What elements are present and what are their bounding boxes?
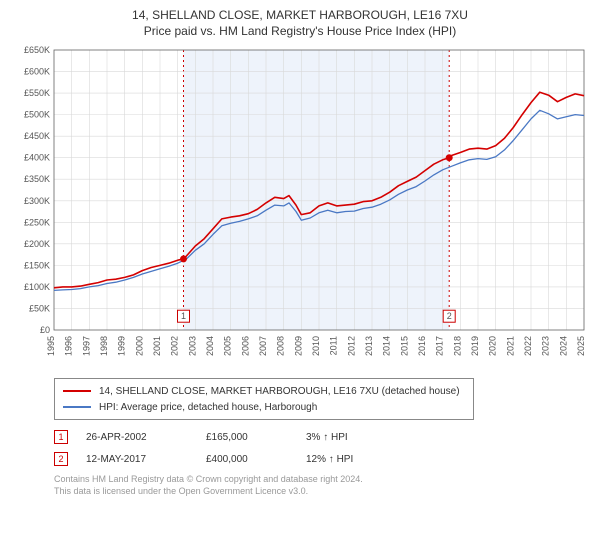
x-tick-label: 2023 [541, 336, 551, 356]
y-tick-label: £300K [24, 196, 50, 206]
x-tick-label: 2006 [240, 336, 250, 356]
footer-line-2: This data is licensed under the Open Gov… [54, 486, 588, 498]
footer-attribution: Contains HM Land Registry data © Crown c… [54, 474, 588, 497]
plot-area: £0 £50K £100K £150K £200K £250K £300K £350K £400… [12, 44, 588, 374]
x-tick-label: 2009 [293, 336, 303, 356]
y-tick-label: £600K [24, 67, 50, 77]
x-tick-label: 1995 [46, 336, 56, 356]
legend-swatch-hpi [63, 406, 91, 408]
x-tick-label: 1999 [117, 336, 127, 356]
y-tick-label: £0 [40, 325, 50, 335]
x-tick-label: 2013 [364, 336, 374, 356]
x-tick-label: 2016 [417, 336, 427, 356]
x-tick-label: 2004 [205, 336, 215, 356]
legend-row-hpi: HPI: Average price, detached house, Harb… [63, 399, 465, 415]
marker-hpi-1: 3% ↑ HPI [306, 432, 348, 443]
x-tick-label: 2015 [399, 336, 409, 356]
marker-price-1: £165,000 [206, 432, 306, 443]
marker-badge-2: 2 [54, 452, 68, 466]
transaction-badge-label-1: 1 [181, 311, 186, 321]
legend-swatch-property [63, 390, 91, 392]
footer-line-1: Contains HM Land Registry data © Crown c… [54, 474, 588, 486]
transaction-point-1 [180, 255, 187, 262]
chart-title-block: 14, SHELLAND CLOSE, MARKET HARBOROUGH, L… [12, 8, 588, 38]
x-tick-label: 2017 [435, 336, 445, 356]
x-tick-label: 2012 [346, 336, 356, 356]
x-tick-label: 1996 [64, 336, 74, 356]
y-tick-label: £650K [24, 45, 50, 55]
x-tick-label: 2011 [329, 336, 339, 355]
x-tick-label: 2014 [382, 336, 392, 356]
marker-price-2: £400,000 [206, 454, 306, 465]
legend-row-property: 14, SHELLAND CLOSE, MARKET HARBOROUGH, L… [63, 383, 465, 399]
x-tick-label: 2008 [276, 336, 286, 356]
x-tick-label: 2025 [576, 336, 586, 356]
x-tick-label: 2010 [311, 336, 321, 356]
x-tick-label: 2019 [470, 336, 480, 356]
marker-date-2: 12-MAY-2017 [86, 454, 206, 465]
legend-label-hpi: HPI: Average price, detached house, Harb… [99, 402, 317, 413]
y-tick-label: £50K [29, 303, 50, 313]
marker-hpi-2: 12% ↑ HPI [306, 454, 353, 465]
x-tick-label: 1997 [81, 336, 91, 356]
legend: 14, SHELLAND CLOSE, MARKET HARBOROUGH, L… [54, 378, 474, 420]
marker-badge-1: 1 [54, 430, 68, 444]
x-tick-label: 2020 [488, 336, 498, 356]
y-tick-label: £350K [24, 174, 50, 184]
marker-date-1: 26-APR-2002 [86, 432, 206, 443]
y-tick-label: £500K [24, 110, 50, 120]
legend-label-property: 14, SHELLAND CLOSE, MARKET HARBOROUGH, L… [99, 386, 460, 397]
x-tick-label: 2001 [152, 336, 162, 356]
transaction-point-2 [446, 154, 453, 161]
marker-row-2: 2 12-MAY-2017£400,00012% ↑ HPI [54, 448, 588, 470]
y-tick-label: £200K [24, 239, 50, 249]
y-tick-label: £550K [24, 88, 50, 98]
x-tick-label: 2024 [558, 336, 568, 356]
x-tick-label: 2002 [170, 336, 180, 356]
chart-title: 14, SHELLAND CLOSE, MARKET HARBOROUGH, L… [12, 8, 588, 22]
chart-subtitle: Price paid vs. HM Land Registry's House … [12, 24, 588, 38]
transaction-badge-label-2: 2 [447, 311, 452, 321]
x-tick-label: 1998 [99, 336, 109, 356]
marker-row-1: 1 26-APR-2002£165,0003% ↑ HPI [54, 426, 588, 448]
x-tick-label: 2007 [258, 336, 268, 356]
x-tick-label: 2005 [223, 336, 233, 356]
x-tick-label: 2022 [523, 336, 533, 356]
transaction-markers: 1 26-APR-2002£165,0003% ↑ HPI 2 12-MAY-2017… [54, 426, 588, 470]
x-tick-label: 2021 [505, 336, 515, 356]
y-tick-label: £250K [24, 217, 50, 227]
y-tick-label: £400K [24, 153, 50, 163]
x-tick-label: 2018 [452, 336, 462, 356]
y-tick-label: £100K [24, 282, 50, 292]
y-tick-label: £150K [24, 260, 50, 270]
y-tick-label: £450K [24, 131, 50, 141]
x-tick-label: 2003 [187, 336, 197, 356]
x-tick-label: 2000 [134, 336, 144, 356]
chart-svg: £0 £50K £100K £150K £200K £250K £300K £350K £400… [12, 44, 588, 374]
